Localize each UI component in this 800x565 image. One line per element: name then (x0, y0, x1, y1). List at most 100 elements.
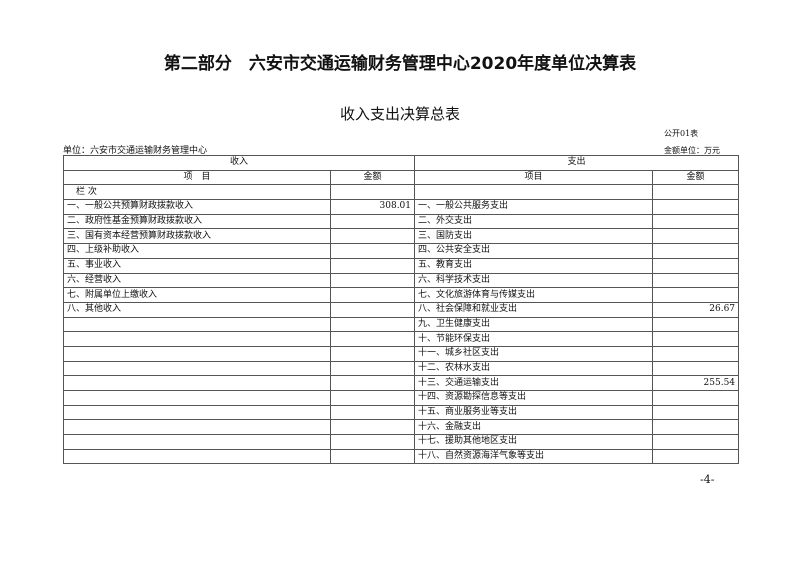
table-row: 六、经营收入 六、科学技术支出 (63, 272, 740, 289)
expense-cell: 十四、资源勘探信息等支出 (414, 390, 654, 406)
income-amt-cell (329, 448, 416, 465)
income-amt-cell: 308.01 (329, 199, 416, 215)
income-item-header: 项 目 (63, 169, 331, 186)
table-row: 四、上级补助收入 四、公共安全支出 (63, 243, 740, 259)
form-number: 公开01表 (664, 129, 699, 138)
income-amt-cell (329, 316, 416, 333)
income-cell (63, 404, 331, 421)
table-row: 三、国有资本经营预算财政拨款收入 三、国防支出 (63, 228, 740, 245)
table-row: 十八、自然资源海洋气象等支出 (63, 448, 740, 465)
income-cell (63, 434, 331, 450)
income-amt-cell (329, 287, 416, 303)
expense-cell: 九、卫生健康支出 (414, 316, 654, 333)
income-amt-cell (329, 243, 416, 259)
page-number: -4- (700, 473, 715, 486)
table-title: 收入支出决算总表 (339, 105, 460, 123)
expense-amt-cell (652, 404, 740, 421)
income-cell (63, 448, 331, 465)
table-row: 十、节能环保支出 (63, 331, 740, 347)
income-cell: 八、其他收入 (63, 301, 331, 318)
expense-amt-cell: 255.54 (652, 375, 740, 391)
expense-amt-cell (652, 257, 740, 274)
column-number-label: 栏 次 (63, 184, 331, 201)
income-amt-cell (329, 419, 416, 436)
expense-amt-cell (652, 448, 740, 465)
income-amount-header: 金额 (329, 169, 416, 186)
table-row: 九、卫生健康支出 (63, 316, 740, 333)
income-cell (63, 390, 331, 406)
income-cell (63, 419, 331, 436)
income-cell: 五、事业收入 (63, 257, 331, 274)
expense-header: 支出 (414, 155, 740, 171)
income-amt-cell (329, 331, 416, 347)
expense-cell: 十一、城乡社区支出 (414, 345, 654, 362)
income-amt-cell (329, 404, 416, 421)
income-amt-cell (329, 360, 416, 377)
expense-amt-cell: 26.67 (652, 301, 740, 318)
expense-cell: 十八、自然资源海洋气象等支出 (414, 448, 654, 465)
page-title: 第二部分 六安市交通运输财务管理中心2020年度单位决算表 (163, 54, 637, 74)
income-cell (63, 345, 331, 362)
expense-amt-cell (652, 287, 740, 303)
expense-cell: 四、公共安全支出 (414, 243, 654, 259)
expense-amt-cell (652, 316, 740, 333)
expense-cell: 八、社会保障和就业支出 (414, 301, 654, 318)
expense-cell: 十五、商业服务业等支出 (414, 404, 654, 421)
expense-cell: 十三、交通运输支出 (414, 375, 654, 391)
table-row: 十二、农林水支出 (63, 360, 740, 377)
table-row: 十一、城乡社区支出 (63, 345, 740, 362)
income-cell: 七、附属单位上缴收入 (63, 287, 331, 303)
income-cell: 二、政府性基金预算财政拨款收入 (63, 213, 331, 230)
expense-amt-cell (652, 243, 740, 259)
expense-amt-cell (652, 390, 740, 406)
table-row: 五、事业收入 五、教育支出 (63, 257, 740, 274)
income-amt-cell (329, 257, 416, 274)
expense-amt-cell (652, 228, 740, 245)
expense-cell: 十七、援助其他地区支出 (414, 434, 654, 450)
income-amt-cell (329, 390, 416, 406)
expense-cell: 二、外交支出 (414, 213, 654, 230)
expense-cell: 一、一般公共服务支出 (414, 199, 654, 215)
expense-amount-header: 金额 (652, 169, 740, 186)
income-cell (63, 360, 331, 377)
income-amt-cell (329, 375, 416, 391)
expense-amt-cell (652, 434, 740, 450)
expense-cell: 三、国防支出 (414, 228, 654, 245)
income-cell (63, 331, 331, 347)
table-row: 十三、交通运输支出 255.54 (63, 375, 740, 391)
table-row: 十五、商业服务业等支出 (63, 404, 740, 421)
expense-item-header: 项目 (414, 169, 654, 186)
income-amt-cell (329, 301, 416, 318)
table-row: 十四、资源勘探信息等支出 (63, 390, 740, 406)
income-cell: 三、国有资本经营预算财政拨款收入 (63, 228, 331, 245)
income-cell: 四、上级补助收入 (63, 243, 331, 259)
expense-cell: 十二、农林水支出 (414, 360, 654, 377)
expense-amt-cell (652, 199, 740, 215)
expense-amt-cell (652, 272, 740, 289)
table-row: 十七、援助其他地区支出 (63, 434, 740, 450)
income-cell (63, 316, 331, 333)
income-cell: 一、一般公共预算财政拨款收入 (63, 199, 331, 215)
income-header: 收入 (62, 155, 416, 171)
expense-amt-cell (652, 345, 740, 362)
table-row: 八、其他收入 八、社会保障和就业支出 26.67 (63, 301, 740, 318)
money-unit: 金额单位：万元 (664, 146, 720, 155)
income-expense-table: 收入 支出 项 目金额 项目 金额 栏 次 一、一般公共预算财政拨款收入 308.01 一… (62, 155, 740, 465)
table-row: 一、一般公共预算财政拨款收入 308.01 一、一般公共服务支出 (63, 199, 740, 215)
income-cell: 六、经营收入 (63, 272, 331, 289)
expense-cell: 十六、金融支出 (414, 419, 654, 436)
income-cell (63, 375, 331, 391)
expense-amt-cell (652, 331, 740, 347)
income-amt-cell (329, 272, 416, 289)
table-row: 七、附属单位上缴收入 七、文化旅游体育与传媒支出 (63, 287, 740, 303)
income-amt-cell (329, 228, 416, 245)
unit-label: 单位：六安市交通运输财务管理中心 (63, 146, 208, 156)
expense-amt-cell (652, 213, 740, 230)
table-row: 十六、金融支出 (63, 419, 740, 436)
expense-cell: 十、节能环保支出 (414, 331, 654, 347)
income-amt-cell (329, 213, 416, 230)
expense-amt-cell (652, 419, 740, 436)
expense-cell: 五、教育支出 (414, 257, 654, 274)
table-row: 二、政府性基金预算财政拨款收入 二、外交支出 (63, 213, 740, 230)
